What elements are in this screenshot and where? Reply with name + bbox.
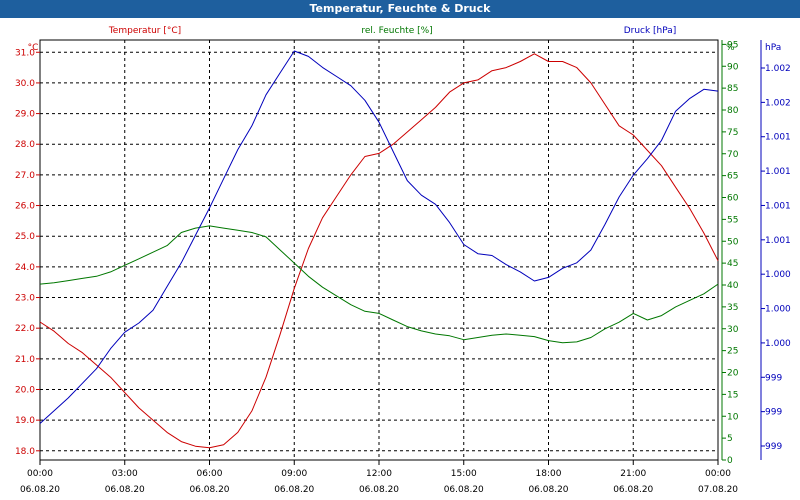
x-tick-label-date: 06.08.20 <box>444 485 484 495</box>
temperature-tick-label: 26.0 <box>15 202 35 212</box>
chart-title: Temperatur, Feuchte & Druck <box>0 0 800 18</box>
temperature-tick-label: 23.0 <box>15 294 35 304</box>
humidity-tick-label: 40 <box>727 281 739 291</box>
temperature-tick-label: 24.0 <box>15 263 35 273</box>
temperature-tick-label: 19.0 <box>15 416 35 426</box>
x-tick-label-time: 12:00 <box>366 469 392 479</box>
pressure-tick-label: 1.000 <box>765 270 791 280</box>
x-tick-label-date: 06.08.20 <box>274 485 314 495</box>
pressure-tick-label: 1.001 <box>765 236 791 246</box>
pressure-axis-title: Druck [hPa] <box>624 26 677 36</box>
humidity-tick-label: 25 <box>727 347 738 357</box>
temperature-tick-label: 27.0 <box>15 171 35 181</box>
temperature-tick-label: 29.0 <box>15 110 35 120</box>
x-tick-label-time: 06:00 <box>197 469 223 479</box>
humidity-tick-label: 45 <box>727 259 738 269</box>
temperature-series-line <box>39 53 719 449</box>
humidity-tick-label: 80 <box>727 106 739 116</box>
x-tick-label-date: 06.08.20 <box>20 485 60 495</box>
humidity-tick-label: 60 <box>727 194 739 204</box>
temperature-tick-label: 22.0 <box>15 324 35 334</box>
humidity-axis-title: rel. Feuchte [%] <box>361 26 432 36</box>
humidity-tick-label: 20 <box>727 369 739 379</box>
pressure-tick-label: 1.001 <box>765 201 791 211</box>
x-tick-label-date: 07.08.20 <box>698 485 738 495</box>
temperature-tick-label: 28.0 <box>15 140 35 150</box>
x-tick-label-date: 06.08.20 <box>105 485 145 495</box>
humidity-tick-label: 5 <box>727 434 733 444</box>
x-tick-label-date: 06.08.20 <box>613 485 653 495</box>
humidity-tick-label: 55 <box>727 215 738 225</box>
humidity-tick-label: 70 <box>727 150 739 160</box>
humidity-tick-label: 90 <box>727 62 739 72</box>
humidity-tick-label: 95 <box>727 40 738 50</box>
pressure-tick-label: 999 <box>765 408 782 418</box>
x-tick-label-time: 00:00 <box>705 469 731 479</box>
humidity-tick-label: 0 <box>727 456 733 466</box>
x-tick-label-date: 06.08.20 <box>359 485 399 495</box>
x-tick-label-time: 00:00 <box>27 469 53 479</box>
pressure-tick-label: 1.002 <box>765 98 791 108</box>
x-tick-label-time: 09:00 <box>281 469 307 479</box>
humidity-tick-label: 30 <box>727 325 739 335</box>
humidity-unit-label: % <box>726 43 735 53</box>
humidity-tick-label: 10 <box>727 412 739 422</box>
temperature-tick-label: 20.0 <box>15 385 35 395</box>
temperature-tick-label: 21.0 <box>15 355 35 365</box>
x-tick-label-time: 03:00 <box>112 469 138 479</box>
humidity-tick-label: 65 <box>727 172 738 182</box>
x-tick-label-date: 06.08.20 <box>189 485 229 495</box>
pressure-tick-label: 1.001 <box>765 167 791 177</box>
temperature-axis-title: Temperatur [°C] <box>108 26 181 36</box>
pressure-unit-label: hPa <box>765 43 781 53</box>
temperature-tick-label: 31.0 <box>15 48 35 58</box>
x-tick-label-time: 15:00 <box>451 469 477 479</box>
pressure-series-line <box>39 50 719 424</box>
humidity-series-line <box>39 225 719 344</box>
pressure-tick-label: 999 <box>765 373 782 383</box>
temperature-tick-label: 25.0 <box>15 232 35 242</box>
pressure-tick-label: 1.000 <box>765 305 791 315</box>
pressure-tick-label: 1.001 <box>765 133 791 143</box>
x-tick-label-time: 18:00 <box>536 469 562 479</box>
humidity-tick-label: 35 <box>727 303 738 313</box>
pressure-tick-label: 999 <box>765 442 782 452</box>
chart-plot: 00:00 06.08.20 03:00 06.08.20 06:00 06.08.20 0… <box>15 26 791 495</box>
humidity-tick-label: 15 <box>727 390 738 400</box>
humidity-tick-label: 85 <box>727 84 738 94</box>
temperature-tick-label: 18.0 <box>15 447 35 457</box>
x-tick-label-date: 06.08.20 <box>528 485 568 495</box>
x-tick-label-time: 21:00 <box>620 469 646 479</box>
temperature-tick-label: 30.0 <box>15 79 35 89</box>
humidity-tick-label: 50 <box>727 237 739 247</box>
pressure-tick-label: 1.000 <box>765 339 791 349</box>
temperature-unit-label: °C <box>28 43 39 53</box>
pressure-tick-label: 1.002 <box>765 64 791 74</box>
humidity-tick-label: 75 <box>727 128 738 138</box>
